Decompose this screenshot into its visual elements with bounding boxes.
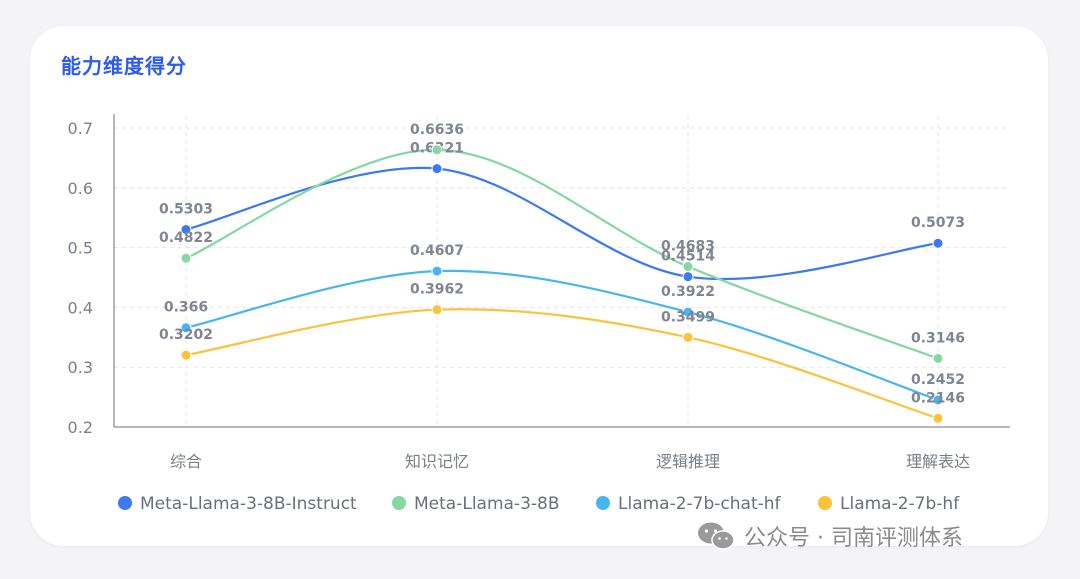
data-point[interactable] [431, 265, 443, 277]
series-line-2 [185, 269, 939, 402]
data-point[interactable] [682, 261, 694, 273]
legend-item-label[interactable]: Llama-2-7b-hf [840, 494, 960, 514]
y-tick-label: 0.5 [68, 239, 93, 258]
data-point[interactable] [180, 322, 192, 334]
legend-item-label[interactable]: Llama-2-7b-chat-hf [618, 494, 782, 514]
series-line-1 [185, 148, 939, 360]
y-tick-label: 0.4 [68, 298, 93, 317]
chart-card [30, 26, 1048, 546]
data-label: 0.3146 [911, 330, 965, 346]
data-point[interactable] [180, 223, 192, 235]
legend-marker[interactable] [392, 496, 406, 510]
data-label: 0.5303 [159, 201, 213, 217]
data-point[interactable] [431, 304, 443, 316]
y-tick-label: 0.7 [68, 119, 93, 138]
data-point[interactable] [180, 252, 192, 264]
series-line-0 [185, 166, 939, 281]
data-point[interactable] [932, 412, 944, 424]
data-point[interactable] [682, 306, 694, 318]
wechat-icon [698, 522, 735, 550]
data-label: 0.366 [164, 300, 208, 316]
chart-title: 能力维度得分 [61, 54, 187, 78]
watermark-text: 公众号 · 司南评测体系 [744, 526, 963, 551]
data-point[interactable] [682, 271, 694, 283]
data-point[interactable] [932, 394, 944, 406]
data-label: 0.3499 [661, 309, 715, 325]
data-point[interactable] [682, 331, 694, 343]
y-tick-label: 0.3 [68, 358, 93, 377]
legend-item-label[interactable]: Meta-Llama-3-8B [414, 494, 560, 514]
data-point[interactable] [932, 237, 944, 249]
x-tick-label: 理解表达 [906, 452, 970, 471]
data-label: 0.2146 [911, 390, 965, 406]
data-point[interactable] [932, 352, 944, 364]
y-tick-label: 0.6 [68, 179, 93, 198]
legend-marker[interactable] [118, 496, 132, 510]
data-label: 0.5073 [911, 215, 965, 231]
x-tick-label: 综合 [170, 452, 202, 471]
legend-marker[interactable] [818, 496, 832, 510]
y-tick-label: 0.2 [68, 418, 93, 437]
data-label: 0.2452 [911, 372, 965, 388]
x-tick-label: 逻辑推理 [656, 452, 720, 471]
legend-marker[interactable] [596, 496, 610, 510]
data-label: 0.4514 [661, 249, 715, 265]
data-point[interactable] [431, 144, 443, 156]
data-label: 0.3202 [159, 327, 213, 343]
legend-item-label[interactable]: Meta-Llama-3-8B-Instruct [140, 494, 357, 514]
data-point[interactable] [180, 349, 192, 361]
data-label: 0.3962 [410, 282, 464, 298]
data-label: 0.3922 [661, 284, 715, 300]
series-line-3 [185, 308, 939, 420]
data-label: 0.4822 [159, 230, 213, 246]
x-tick-label: 知识记忆 [405, 452, 469, 471]
data-point[interactable] [431, 163, 443, 175]
data-label: 0.4683 [661, 239, 715, 255]
watermark: 公众号 · 司南评测体系 [696, 516, 963, 556]
data-label: 0.6636 [410, 122, 464, 138]
data-label: 0.4607 [410, 243, 464, 259]
